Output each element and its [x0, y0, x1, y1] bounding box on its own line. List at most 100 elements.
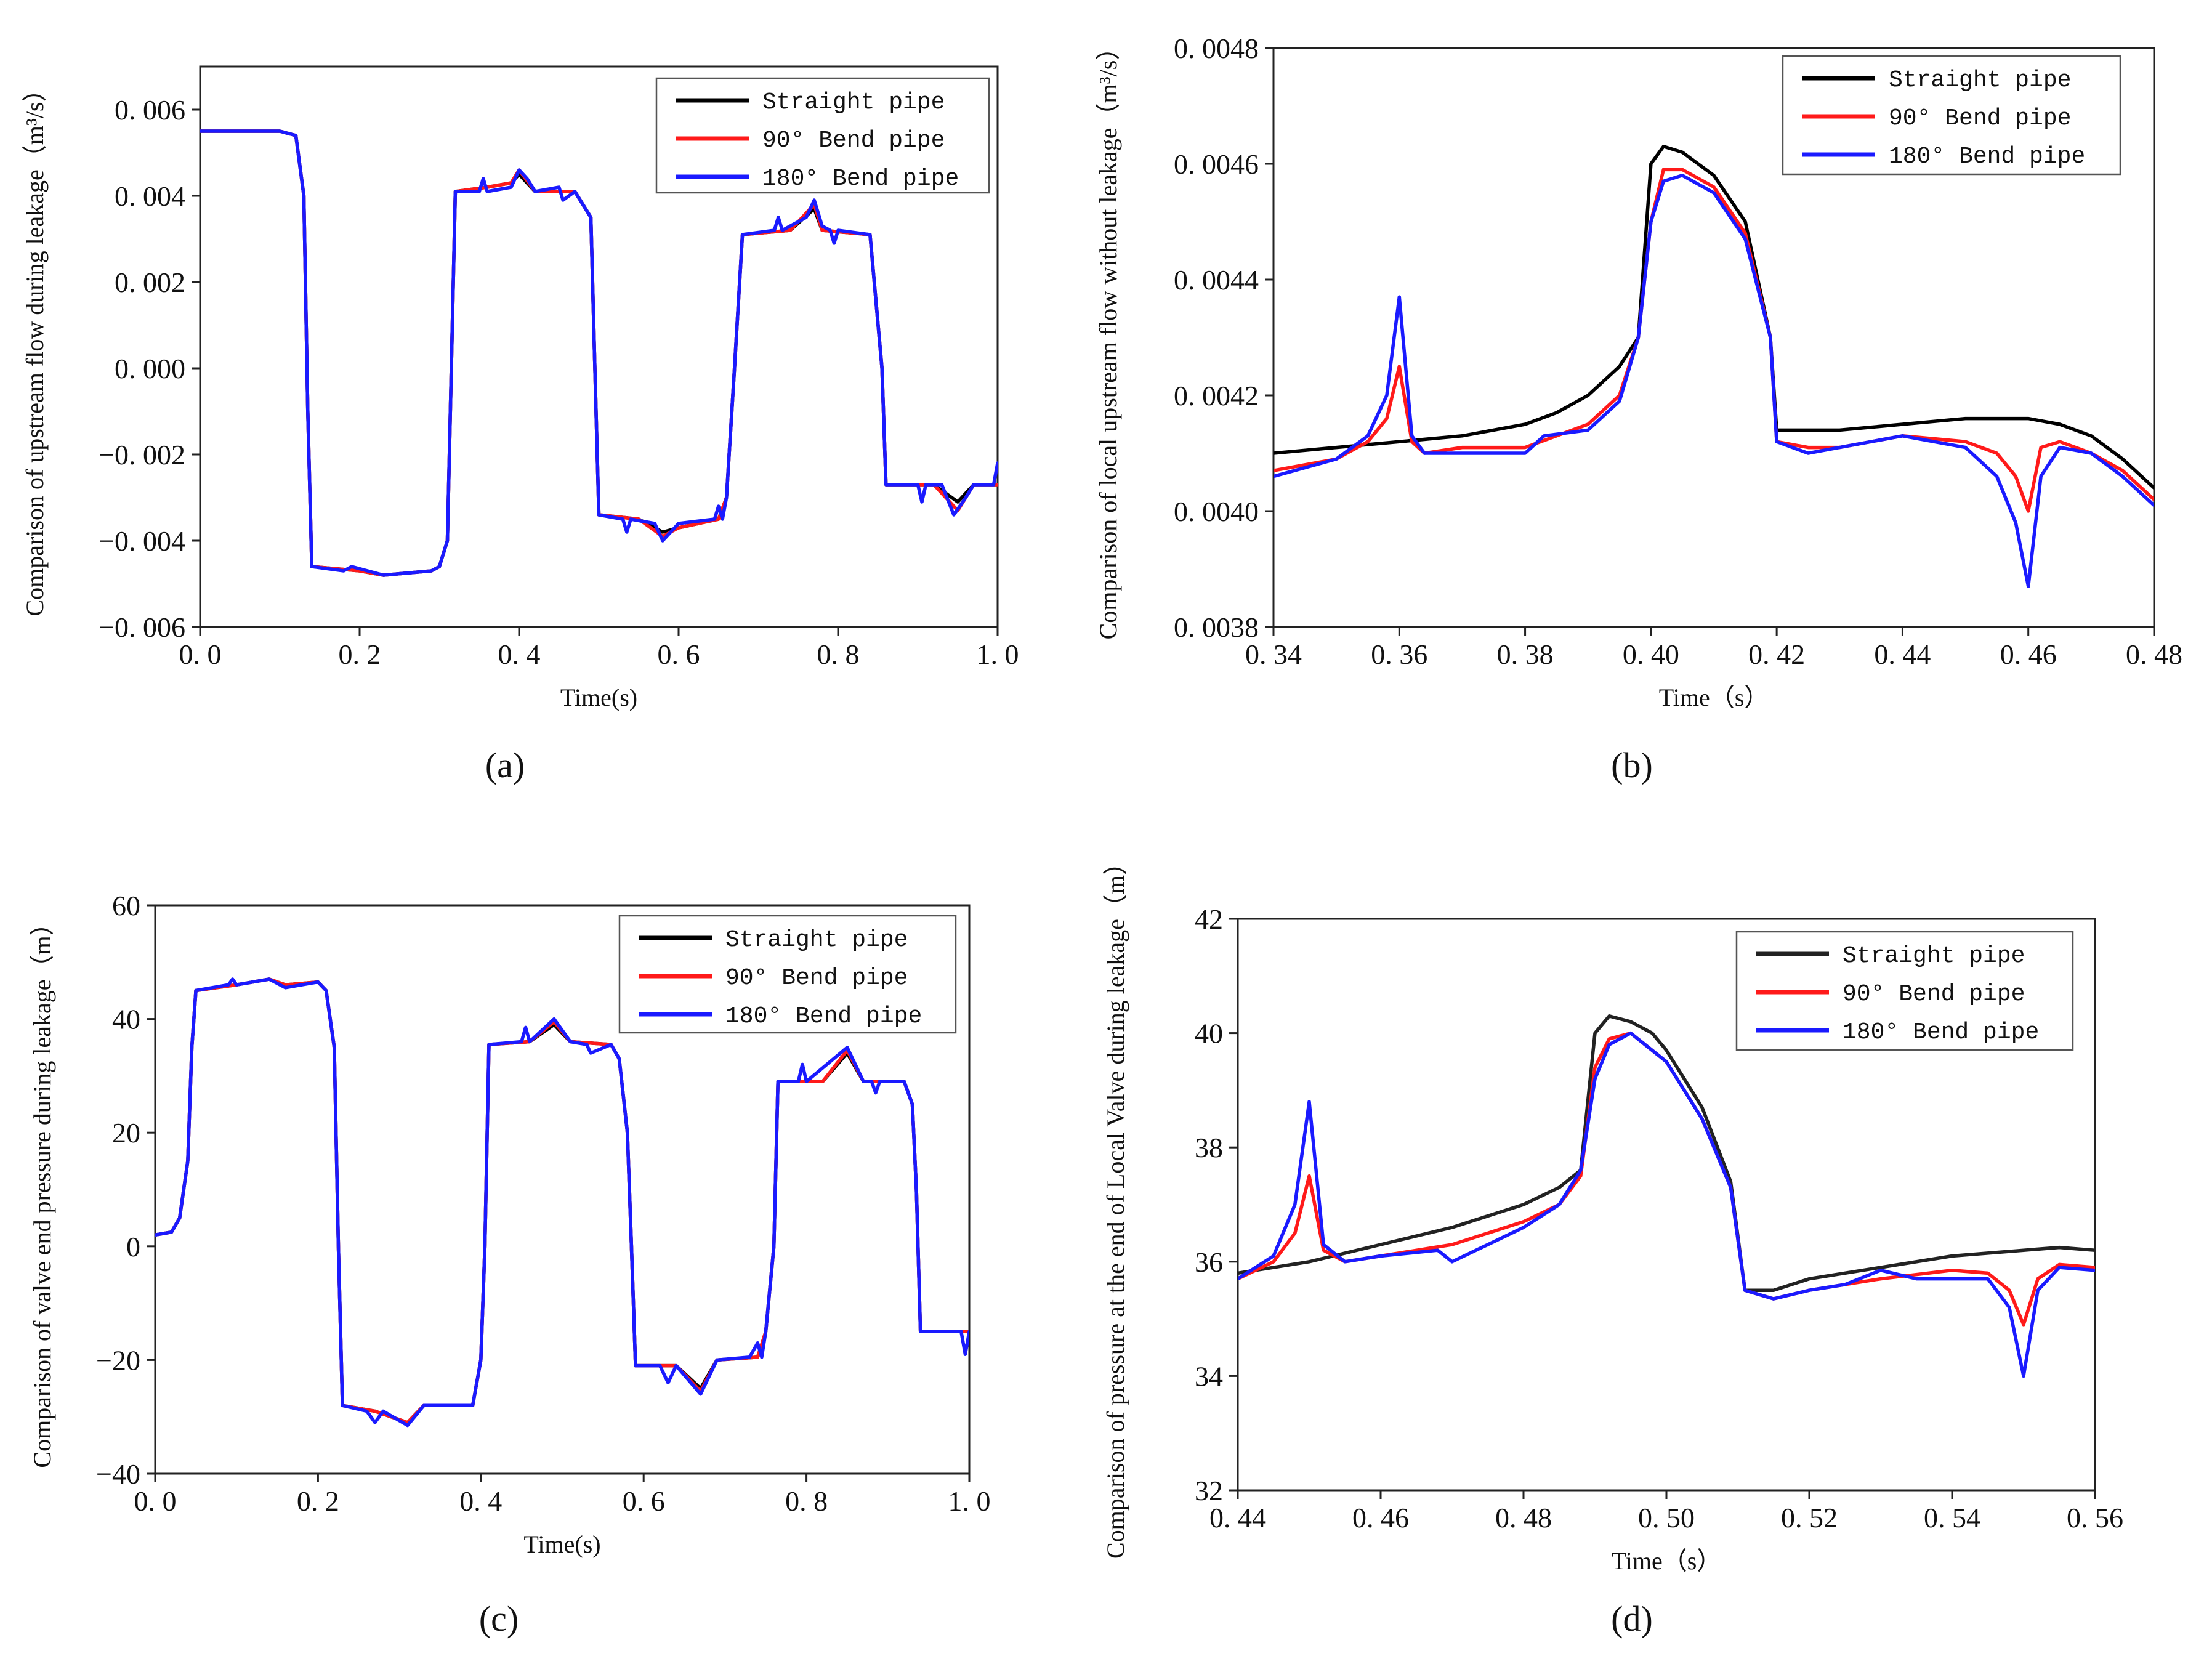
plot-frame	[154, 904, 971, 1475]
panel-label: (a)	[485, 745, 525, 785]
legend-label-2: 90° Bend pipe	[1843, 981, 2025, 1008]
x-tick-label: 0. 2	[339, 639, 381, 670]
legend-box	[655, 77, 990, 194]
series-line-1	[1274, 145, 2154, 490]
legend: Straight pipe 90° Bend pipe 180° Bend pipe	[655, 77, 990, 194]
legend: Straight pipe 90° Bend pipe 180° Bend pipe	[1782, 55, 2121, 176]
x-tick-label: 0. 2	[297, 1485, 339, 1517]
y-tick-label: 60	[112, 890, 140, 921]
x-tick-label: 0. 46	[1352, 1502, 1409, 1533]
panel-label: (d)	[1611, 1599, 1653, 1639]
y-tick-label: 0. 006	[115, 94, 185, 126]
y-tick-label: 0. 004	[115, 180, 185, 212]
x-tick-label: 0. 52	[1781, 1502, 1838, 1533]
legend-label-3: 180° Bend pipe	[1889, 143, 2085, 170]
series-line-3	[1238, 1031, 2095, 1378]
legend-label-2: 90° Bend pipe	[725, 965, 908, 991]
x-tick-label: 0. 4	[459, 1485, 502, 1517]
y-tick-label: 0. 0048	[1174, 33, 1259, 64]
x-tick-label: 0. 6	[623, 1485, 665, 1517]
y-tick-label: 40	[1195, 1018, 1223, 1049]
legend-label-1: Straight pipe	[725, 927, 908, 953]
y-tick-label: −40	[96, 1458, 140, 1490]
legend-label-3: 180° Bend pipe	[725, 1003, 922, 1030]
x-tick-label: 0. 44	[1209, 1502, 1266, 1533]
y-tick-label: 32	[1195, 1475, 1223, 1506]
y-tick-label: −20	[96, 1344, 140, 1376]
y-tick-label: 0. 0046	[1174, 148, 1259, 180]
series-group	[1274, 145, 2154, 588]
chart-d: 0. 44 0. 46 0. 48 0. 50 0. 52 0. 54 0. 56 32 34 3…	[1102, 850, 2123, 1639]
y-tick-label: 0. 002	[115, 267, 185, 298]
x-tick-label: 0. 6	[658, 639, 700, 670]
x-axis-label: Time(s)	[560, 684, 637, 711]
y-axis-label: Comparison of pressure at the end of Loc…	[1102, 850, 1129, 1559]
y-tick-label: 0. 0040	[1174, 496, 1259, 527]
legend-label-2: 90° Bend pipe	[1889, 105, 2071, 132]
y-tick-label: −0. 006	[99, 612, 185, 643]
series-group	[1238, 1014, 2095, 1378]
panel-label: (c)	[479, 1599, 519, 1639]
x-tick-label: 0. 48	[2126, 639, 2182, 670]
legend-label-1: Straight pipe	[1843, 943, 2025, 969]
chart-a: 0. 0 0. 2 0. 4 0. 6 0. 8 1. 0 −0. 006 −0. 004 −0…	[21, 65, 1019, 785]
y-tick-label: 40	[112, 1004, 140, 1035]
y-axis-label: Comparison of upstream flow during leaka…	[21, 77, 49, 616]
y-tick-label: 34	[1195, 1360, 1223, 1392]
x-tick-label: 0. 0	[134, 1485, 177, 1517]
x-tick-label: 0. 56	[2067, 1502, 2123, 1533]
x-tick-label: 0. 54	[1924, 1502, 1980, 1533]
x-tick-label: 0. 42	[1748, 639, 1805, 670]
chart-c: 0. 0 0. 2 0. 4 0. 6 0. 8 1. 0 −40 −20 0 20 40 60 Tim…	[28, 890, 991, 1639]
y-axis-label: Comparison of valve end pressure during …	[28, 911, 56, 1468]
y-tick-label: −0. 002	[99, 439, 185, 470]
legend-label-2: 90° Bend pipe	[762, 127, 945, 154]
series-line-1	[1238, 1014, 2095, 1292]
x-tick-label: 0. 48	[1495, 1502, 1552, 1533]
x-axis-label: Time（s）	[1659, 684, 1769, 711]
y-tick-label: 42	[1195, 903, 1223, 935]
x-tick-label: 0. 4	[498, 639, 541, 670]
x-tick-label: 0. 38	[1497, 639, 1554, 670]
legend-label-1: Straight pipe	[1889, 67, 2071, 94]
plot-frame	[199, 65, 999, 628]
y-tick-label: 0. 0042	[1174, 380, 1259, 411]
x-tick-label: 0. 46	[2000, 639, 2057, 670]
series-line-3	[1274, 174, 2154, 588]
x-tick-label: 1. 0	[948, 1485, 991, 1517]
chart-b: 0. 34 0. 36 0. 38 0. 40 0. 42 0. 44 0. 46 0. 48…	[1094, 33, 2182, 785]
y-tick-label: 36	[1195, 1246, 1223, 1278]
series-group	[200, 129, 998, 577]
plot-frame	[1272, 47, 2155, 628]
legend-label-3: 180° Bend pipe	[762, 166, 959, 192]
legend: Straight pipe 90° Bend pipe 180° Bend pipe	[1735, 931, 2074, 1051]
y-tick-label: 0. 0038	[1174, 612, 1259, 643]
x-tick-label: 0. 8	[817, 639, 860, 670]
x-tick-label: 0. 34	[1245, 639, 1302, 670]
y-tick-label: 38	[1195, 1132, 1223, 1163]
x-tick-label: 0. 36	[1371, 639, 1427, 670]
legend-label-3: 180° Bend pipe	[1843, 1019, 2039, 1046]
legend: Straight pipe 90° Bend pipe 180° Bend pipe	[618, 915, 957, 1034]
y-tick-label: −0. 004	[99, 525, 185, 557]
y-tick-label: 0. 000	[115, 353, 185, 384]
legend-label-1: Straight pipe	[762, 89, 945, 116]
y-axis-label: Comparison of local upstream flow withou…	[1094, 36, 1122, 640]
x-tick-label: 0. 8	[785, 1485, 828, 1517]
series-group	[155, 977, 969, 1428]
series-line-2	[1274, 168, 2154, 513]
series-line-3	[155, 977, 969, 1428]
x-tick-label: 0. 40	[1623, 639, 1679, 670]
series-line-3	[200, 129, 998, 577]
panel-label: (b)	[1611, 745, 1653, 785]
x-axis-label: Time(s)	[523, 1530, 600, 1558]
x-tick-label: 0. 0	[179, 639, 222, 670]
y-tick-label: 0	[126, 1231, 140, 1262]
x-tick-label: 1. 0	[977, 639, 1019, 670]
x-axis-label: Time（s）	[1612, 1547, 1722, 1575]
y-tick-label: 0. 0044	[1174, 264, 1259, 296]
x-tick-label: 0. 50	[1638, 1502, 1695, 1533]
y-tick-label: 20	[112, 1117, 140, 1149]
